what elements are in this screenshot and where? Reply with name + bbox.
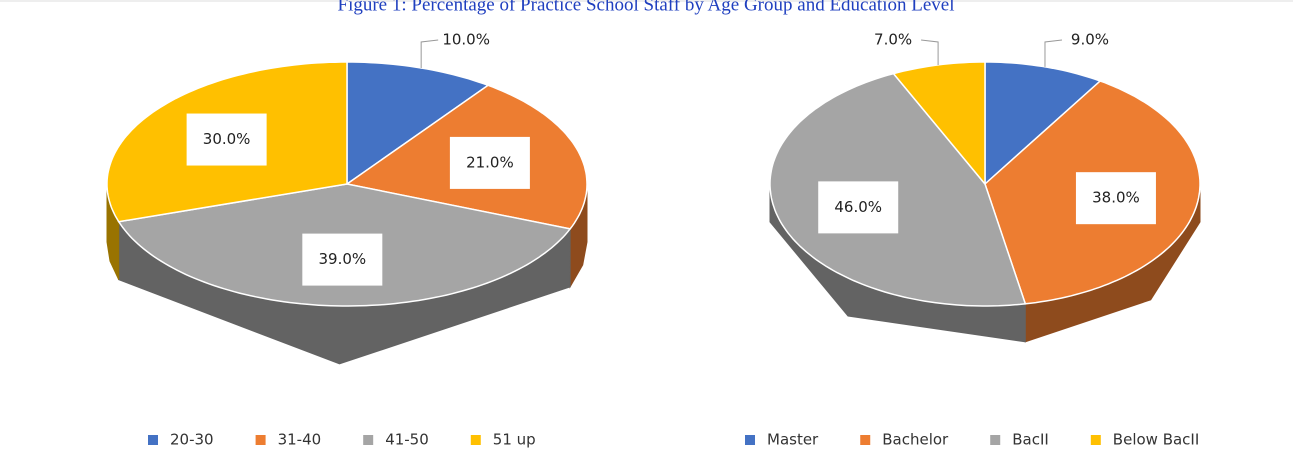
legend-label: Bachelor bbox=[882, 431, 949, 449]
data-label: 7.0% bbox=[874, 31, 912, 49]
leader-line bbox=[921, 39, 939, 65]
label-box bbox=[302, 233, 383, 286]
legend-swatch bbox=[1090, 435, 1101, 445]
legend-label: 41-50 bbox=[385, 431, 429, 449]
label-box bbox=[186, 113, 267, 166]
data-label: 39.0% bbox=[318, 250, 366, 268]
legend-label: BacII bbox=[1012, 431, 1049, 449]
label-box bbox=[1075, 172, 1156, 225]
legend-swatch bbox=[990, 435, 1001, 445]
data-label: 38.0% bbox=[1092, 189, 1140, 207]
legend-label: 51 up bbox=[493, 431, 536, 449]
legend-swatch bbox=[148, 435, 158, 445]
leader-line bbox=[420, 39, 439, 68]
legend-swatch bbox=[255, 435, 266, 445]
slice bbox=[346, 61, 490, 186]
data-label: 21.0% bbox=[466, 153, 514, 171]
label-box bbox=[449, 136, 530, 189]
slice bbox=[984, 61, 1102, 186]
legend-label: 31-40 bbox=[278, 431, 322, 449]
legend-label: Below BacII bbox=[1113, 431, 1199, 449]
data-label: 30.0% bbox=[203, 130, 251, 148]
data-label: 46.0% bbox=[834, 198, 882, 216]
data-label: 9.0% bbox=[1071, 31, 1109, 49]
leader-line bbox=[1044, 39, 1063, 67]
legend-label: Master bbox=[767, 431, 819, 449]
legend-swatch bbox=[470, 435, 481, 445]
label-box bbox=[818, 181, 899, 234]
legend-swatch bbox=[745, 435, 755, 445]
figure-title: Figure 1: Percentage of Practice School … bbox=[338, 0, 955, 15]
legend-swatch bbox=[363, 435, 374, 445]
legend-swatch bbox=[860, 435, 871, 445]
legend-label: 20-30 bbox=[170, 431, 214, 449]
data-label: 10.0% bbox=[442, 31, 490, 49]
